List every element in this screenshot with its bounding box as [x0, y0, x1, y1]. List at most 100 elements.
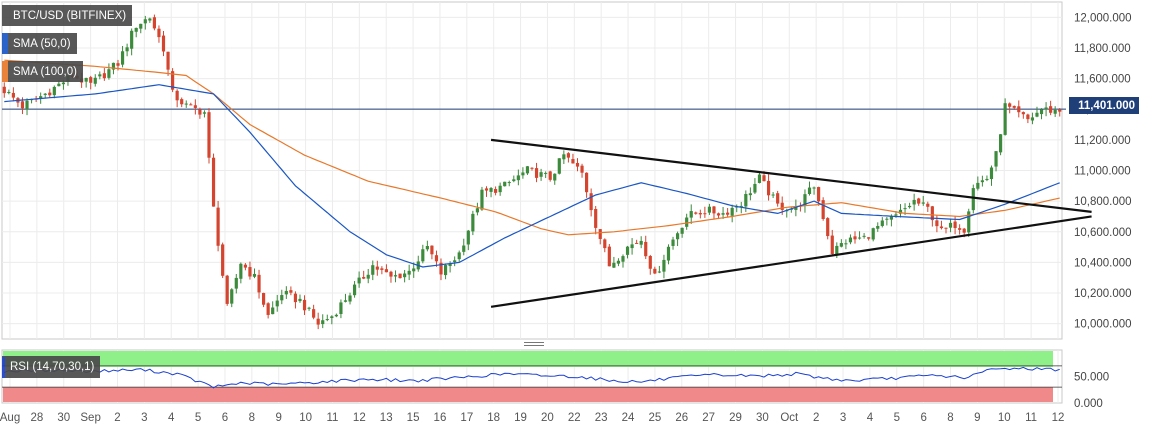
candle-body — [998, 134, 1003, 153]
candle-body — [675, 233, 680, 240]
candle-body — [366, 274, 370, 279]
candle-body — [794, 205, 798, 210]
candle-body — [352, 284, 357, 296]
candle-body — [421, 249, 425, 262]
candle-body — [935, 220, 939, 227]
candle-body — [48, 92, 52, 96]
candle-body — [621, 256, 625, 262]
candle-body — [525, 166, 530, 174]
x-tick-label: Sep — [80, 412, 100, 424]
candle-body — [748, 193, 752, 196]
candle-body — [20, 101, 25, 109]
candle-body — [412, 268, 416, 272]
candle-body — [898, 209, 903, 214]
candle-body — [771, 194, 775, 196]
candle-body — [312, 309, 316, 318]
candle-body — [867, 237, 871, 239]
candle-body — [726, 212, 730, 215]
candle-body — [252, 273, 257, 277]
candle-body — [662, 259, 666, 272]
x-tick-label: 4 — [168, 412, 175, 424]
candle-body — [989, 167, 994, 180]
x-tick-label: 25 — [649, 412, 662, 424]
candle-body — [958, 228, 962, 230]
candle-body — [685, 217, 689, 227]
candle-body — [926, 203, 930, 207]
candle-body — [111, 62, 116, 70]
x-tick-label: 20 — [541, 412, 554, 424]
candle-body — [93, 77, 97, 84]
candle-body — [293, 293, 298, 303]
triangle-upper-trendline — [490, 138, 1092, 213]
candle-body — [1026, 114, 1030, 120]
candle-body — [261, 293, 266, 305]
candle-body — [298, 298, 302, 302]
x-tick-label: 5 — [894, 412, 900, 424]
legend-sma100[interactable]: SMA (100,0) — [2, 61, 83, 82]
x-tick-label: 18 — [487, 412, 500, 424]
candle-body — [762, 175, 766, 182]
legend-swatch-rsi — [2, 356, 5, 378]
candle-body — [562, 154, 566, 160]
candle-body — [917, 198, 921, 204]
candle-body — [161, 35, 166, 52]
candle-body — [1017, 106, 1021, 113]
candle-body — [243, 264, 247, 268]
x-tick-label: 9 — [974, 412, 980, 424]
candle-body — [671, 239, 675, 246]
legend-instrument[interactable]: BTC/USD (BITFINEX) — [2, 5, 133, 26]
candle-body — [57, 83, 61, 87]
candle-body — [1039, 109, 1044, 115]
candle-body — [962, 228, 966, 233]
candle-body — [130, 30, 134, 49]
candle-body — [616, 260, 621, 264]
candle-body — [912, 199, 916, 205]
candle-body — [716, 213, 721, 216]
candle-body — [817, 187, 821, 202]
x-tick-label: 13 — [380, 412, 393, 424]
candle-body — [739, 205, 743, 207]
candle-body — [466, 230, 470, 245]
rsi-line — [4, 366, 1060, 389]
candle-body — [380, 268, 384, 270]
candle-body — [339, 302, 343, 315]
candle-body — [1053, 109, 1057, 114]
candle-body — [803, 194, 807, 206]
candle-body — [398, 273, 402, 279]
candle-body — [462, 245, 466, 252]
candle-body — [607, 246, 611, 267]
candle-body — [953, 221, 957, 229]
legend-swatch-sma100 — [2, 61, 8, 82]
candle-body — [889, 216, 893, 220]
candle-body — [657, 271, 661, 273]
candle-body — [302, 299, 307, 311]
candle-body — [316, 318, 320, 325]
legend-swatch-instrument — [2, 5, 8, 26]
y-tick-label: 11,000.000 — [1074, 166, 1131, 178]
x-tick-label: 6 — [222, 412, 228, 424]
candle-body — [1049, 106, 1053, 113]
candle-body — [84, 77, 88, 82]
candle-body — [52, 86, 56, 96]
legend-label-rsi: RSI (14,70,30,1) — [10, 361, 95, 373]
x-tick-label: 6 — [920, 412, 926, 424]
candle-body — [175, 90, 179, 101]
candle-body — [362, 277, 366, 279]
candle-body — [1035, 112, 1039, 117]
legend-sma50[interactable]: SMA (50,0) — [2, 33, 77, 54]
legend-rsi[interactable]: RSI (14,70,30,1) — [2, 356, 101, 378]
x-tick-label: 16 — [434, 412, 447, 424]
candle-body — [2, 86, 6, 94]
candle-body — [307, 307, 311, 309]
candle-body — [330, 316, 334, 319]
candle-body — [980, 180, 984, 183]
candle-body — [544, 172, 548, 174]
candle-body — [248, 267, 252, 277]
candle-body — [876, 226, 880, 229]
candle-body — [448, 263, 452, 267]
y-tick-label: 11,600.000 — [1074, 74, 1131, 86]
candle-body — [553, 173, 557, 181]
candle-body — [721, 213, 725, 215]
pane-splitter-handle[interactable] — [524, 342, 544, 348]
